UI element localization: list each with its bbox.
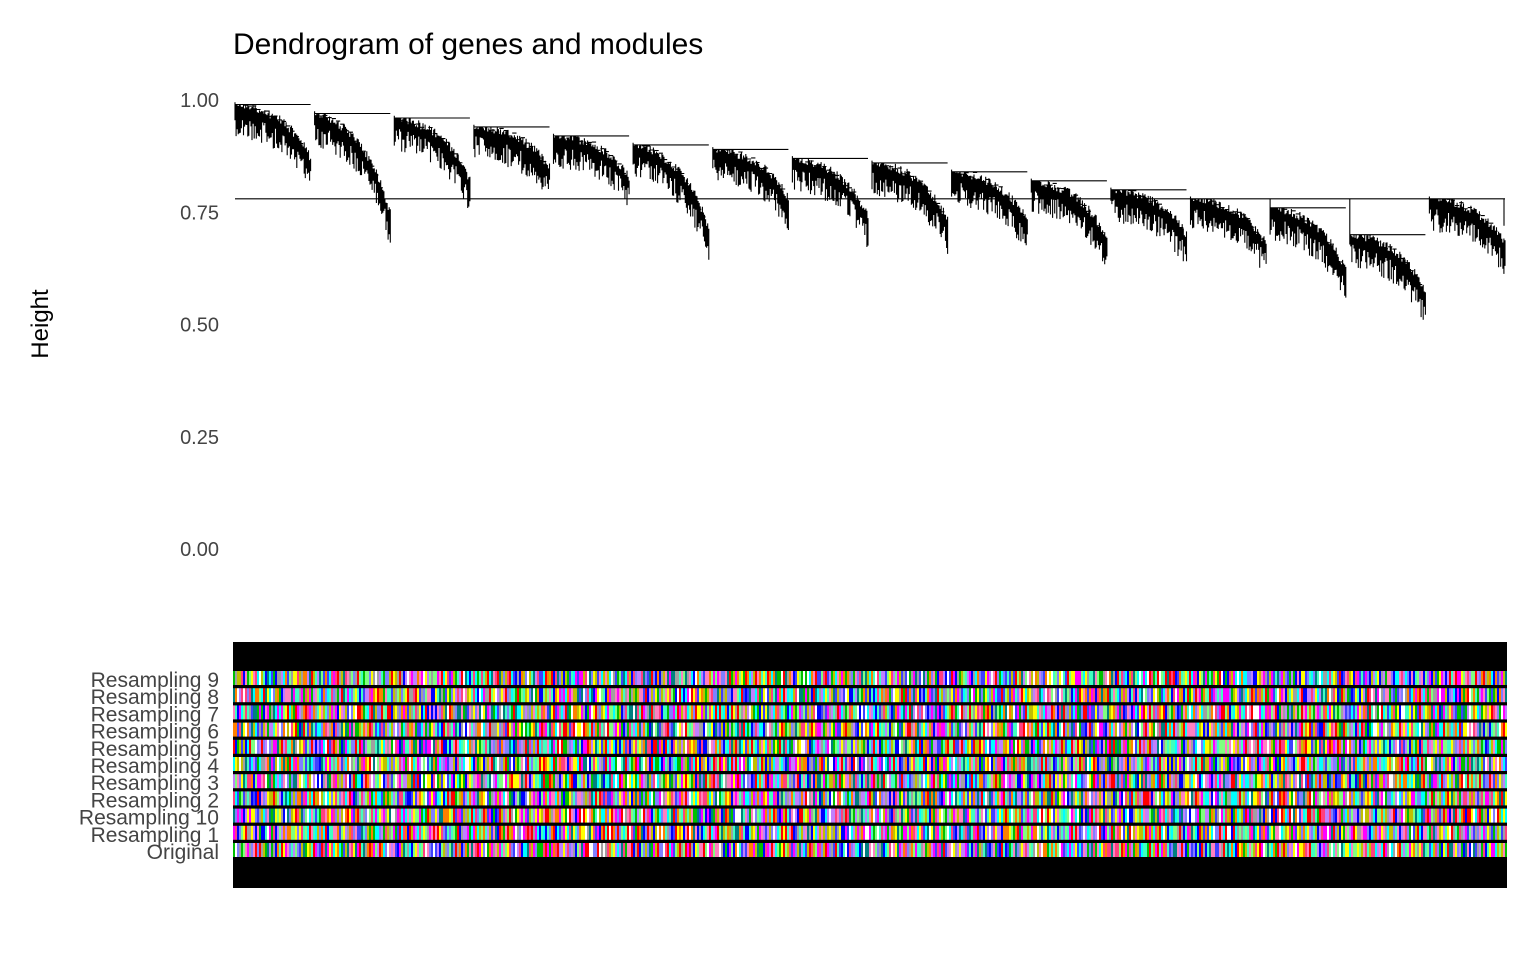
color-row-7	[233, 791, 1507, 806]
color-row-label-9: Resampling 1	[91, 824, 219, 847]
color-row-0	[233, 671, 1507, 685]
color-row-10	[233, 843, 1507, 857]
color-row-label-2: Resampling 7	[91, 703, 219, 726]
y-tick-label-4: 1.00	[180, 90, 219, 112]
y-tick-label-2: 0.50	[180, 315, 219, 337]
module-color-band	[233, 642, 1507, 888]
color-row-label-4: Resampling 5	[91, 738, 219, 761]
y-tick-label-3: 0.75	[180, 202, 219, 224]
color-row-9	[233, 825, 1507, 840]
color-row-label-7: Resampling 2	[91, 789, 219, 812]
color-row-label-8: Resampling 10	[79, 807, 219, 830]
dendrogram-branches	[234, 102, 1506, 320]
color-row-1	[233, 688, 1507, 703]
color-row-label-10: Original	[147, 841, 219, 864]
color-row-4	[233, 739, 1507, 754]
y-axis-label: Height	[27, 289, 54, 359]
color-row-2	[233, 705, 1507, 720]
color-row-label-6: Resampling 3	[91, 772, 219, 795]
color-row-6	[233, 774, 1507, 789]
color-row-3	[233, 722, 1507, 737]
color-row-label-5: Resampling 4	[91, 755, 220, 778]
y-tick-label-0: 0.00	[180, 539, 219, 561]
y-tick-label-1: 0.25	[180, 427, 219, 449]
y-axis-ticks: 0.00 0.25 0.50 0.75 1.00	[180, 90, 219, 561]
color-row-label-1: Resampling 8	[91, 686, 219, 709]
chart-title: Dendrogram of genes and modules	[233, 28, 703, 61]
color-row-5	[233, 757, 1507, 771]
dendrogram-tree	[234, 102, 1506, 320]
color-row-label-0: Resampling 9	[91, 669, 219, 692]
color-row-label-3: Resampling 6	[91, 721, 219, 744]
color-row-8	[233, 808, 1507, 823]
